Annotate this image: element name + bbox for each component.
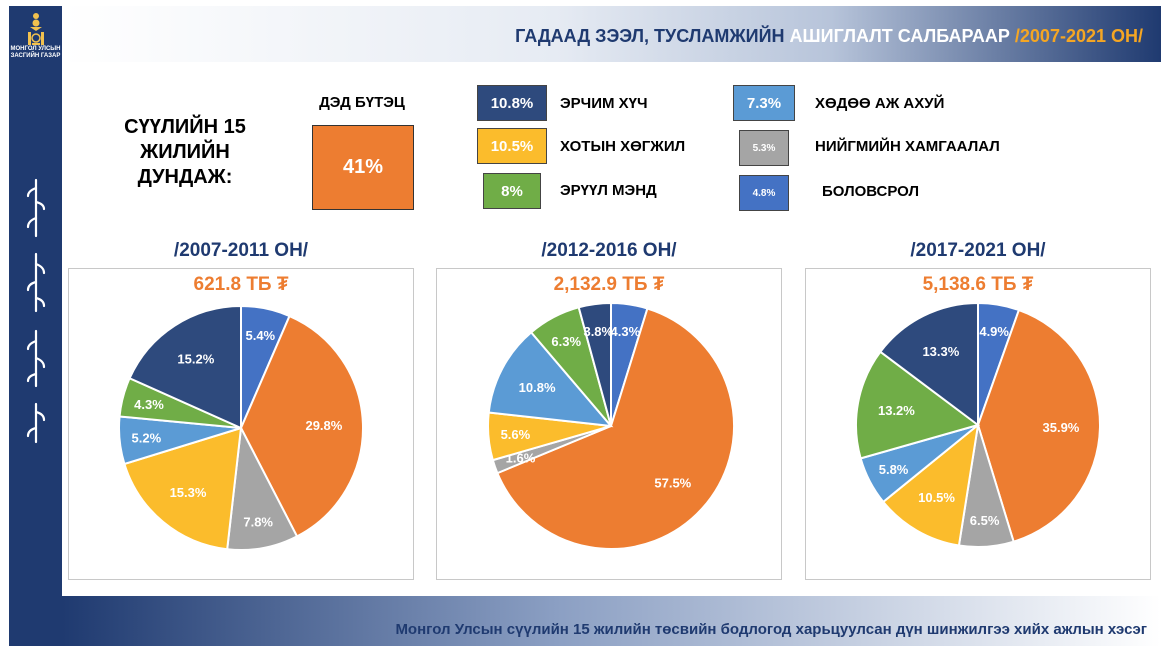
pie-slice [487,330,614,428]
legend-label-urban: ХОТЫН ХӨГЖИЛ [560,138,686,155]
legend-label-health: ЭРҮҮЛ МЭНД [560,182,657,199]
government-logo: МОНГОЛ УЛСЫН ЗАСГИЙН ГАЗАР [9,10,62,70]
header-bar: ГАДААД ЗЭЭЛ, ТУСЛАМЖИЙН АШИГЛАЛТ САЛБАРА… [62,6,1161,62]
pie-slice [123,426,243,551]
legend-value-energy: 10.8% [477,85,547,121]
chart-panel-2: 2,132.9 ТБ ₮ 4.3% 57.5% 1.6% 5.6% 10.8% 6.3% 3… [436,268,782,580]
period-title-3: /2017-2021 ОН/ [910,240,1046,261]
chart-total-3: 5,138.6 ТБ ₮ [922,274,1034,295]
pie-slice-label: 3.8% [583,324,613,339]
pie-slice-label: 35.9% [1043,420,1080,435]
pie-slice-label: 6.5% [970,513,1000,528]
infrastructure-value-box: 41% [312,125,414,210]
legend-value-education: 4.8% [739,175,789,211]
pie-slice [881,422,980,547]
pie-slice [577,301,612,427]
pie-slice-label: 5.2% [132,431,162,446]
pie-chart-1: 5.4% 29.8% 7.8% 15.3% 5.2% 4.3% 15.2% [118,304,364,551]
logo-caption: МОНГОЛ УЛСЫН ЗАСГИЙН ГАЗАР [10,46,61,59]
chart-panel-1: 621.8 ТБ ₮ 5.4% 29.8% 7.8% 15.3% 5.2% 4.3% 15.… [68,268,414,580]
page-title: ГАДААД ЗЭЭЛ, ТУСЛАМЖИЙН АШИГЛАЛТ САЛБАРА… [515,26,1143,47]
pie-chart-3: 4.9% 35.9% 6.5% 10.5% 5.8% 13.2% 13.3% [855,301,1101,548]
pie-slice-label: 4.3% [134,397,164,412]
soyombo-icon [27,13,44,45]
pie-slice-label: 15.3% [170,485,207,500]
title-part-3: /2007-2021 ОН/ [1014,26,1143,46]
mongolian-script-icon [26,178,46,444]
pie-slice-label: 6.3% [551,334,581,349]
legend-value-urban: 10.5% [477,128,547,164]
pie-slice-label: 10.5% [918,490,955,505]
pie-slice [976,308,1101,543]
pie-slice-label: 4.3% [611,324,641,339]
title-part-2: АШИГЛАЛТ САЛБАРААР [789,26,1010,46]
period-title-2: /2012-2016 ОН/ [541,240,677,261]
pie-chart-2: 4.3%57.5%1.6%5.6%10.8%6.3%3.8% [487,301,735,550]
pie-slice-label: 29.8% [305,418,342,433]
pie-slice [855,350,981,460]
pie-slice-label: 5.4% [245,328,275,343]
legend-label-education: БОЛОВСРОЛ [822,183,919,200]
pie-slice [878,301,979,427]
infrastructure-label: ДЭД БҮТЭЦ [319,94,405,111]
pie-slice-label: 15.2% [177,351,214,366]
pie-slice [496,307,735,550]
pie-slice-label: 13.2% [878,403,915,418]
sidebar: МОНГОЛ УЛСЫН ЗАСГИЙН ГАЗАР [9,6,62,646]
pie-slice-label: 5.8% [879,462,909,477]
footer-text: Монгол Улсын сүүлийн 15 жилийн төсвийн б… [395,621,1147,638]
legend-value-health: 8% [483,173,541,209]
footer-bar: Монгол Улсын сүүлийн 15 жилийн төсвийн б… [62,596,1161,646]
legend-value-social: 5.3% [739,130,789,166]
pie-slice-label: 13.3% [922,344,959,359]
legend-value-agriculture: 7.3% [733,85,795,121]
pie-slice [239,314,364,538]
pie-slice-label: 57.5% [654,475,691,490]
pie-slice-label: 7.8% [243,515,273,530]
pie-slice-label: 5.6% [501,427,531,442]
chart-panel-3: 5,138.6 ТБ ₮ 4.9% 35.9% 6.5% 10.5% 5.8% 13.2%… [805,268,1151,580]
legend-label-energy: ЭРЧИМ ХҮЧ [560,95,648,112]
chart-total-1: 621.8 ТБ ₮ [193,274,289,295]
pie-slice-label: 10.8% [519,380,556,395]
legend-label-social: НИЙГМИЙН ХАМГААЛАЛ [815,138,1000,155]
legend-label-agriculture: ХӨДӨӨ АЖ АХУЙ [815,95,945,112]
chart-total-2: 2,132.9 ТБ ₮ [553,274,665,295]
average-label: СҮҮЛИЙН 15 ЖИЛИЙН ДУНДАЖ: [124,116,246,188]
period-title-1: /2007-2011 ОН/ [173,240,309,261]
title-part-1: ГАДААД ЗЭЭЛ, ТУСЛАМЖИЙН [515,26,785,46]
pie-slice-label: 4.9% [979,324,1009,339]
pie-slice [128,304,242,430]
